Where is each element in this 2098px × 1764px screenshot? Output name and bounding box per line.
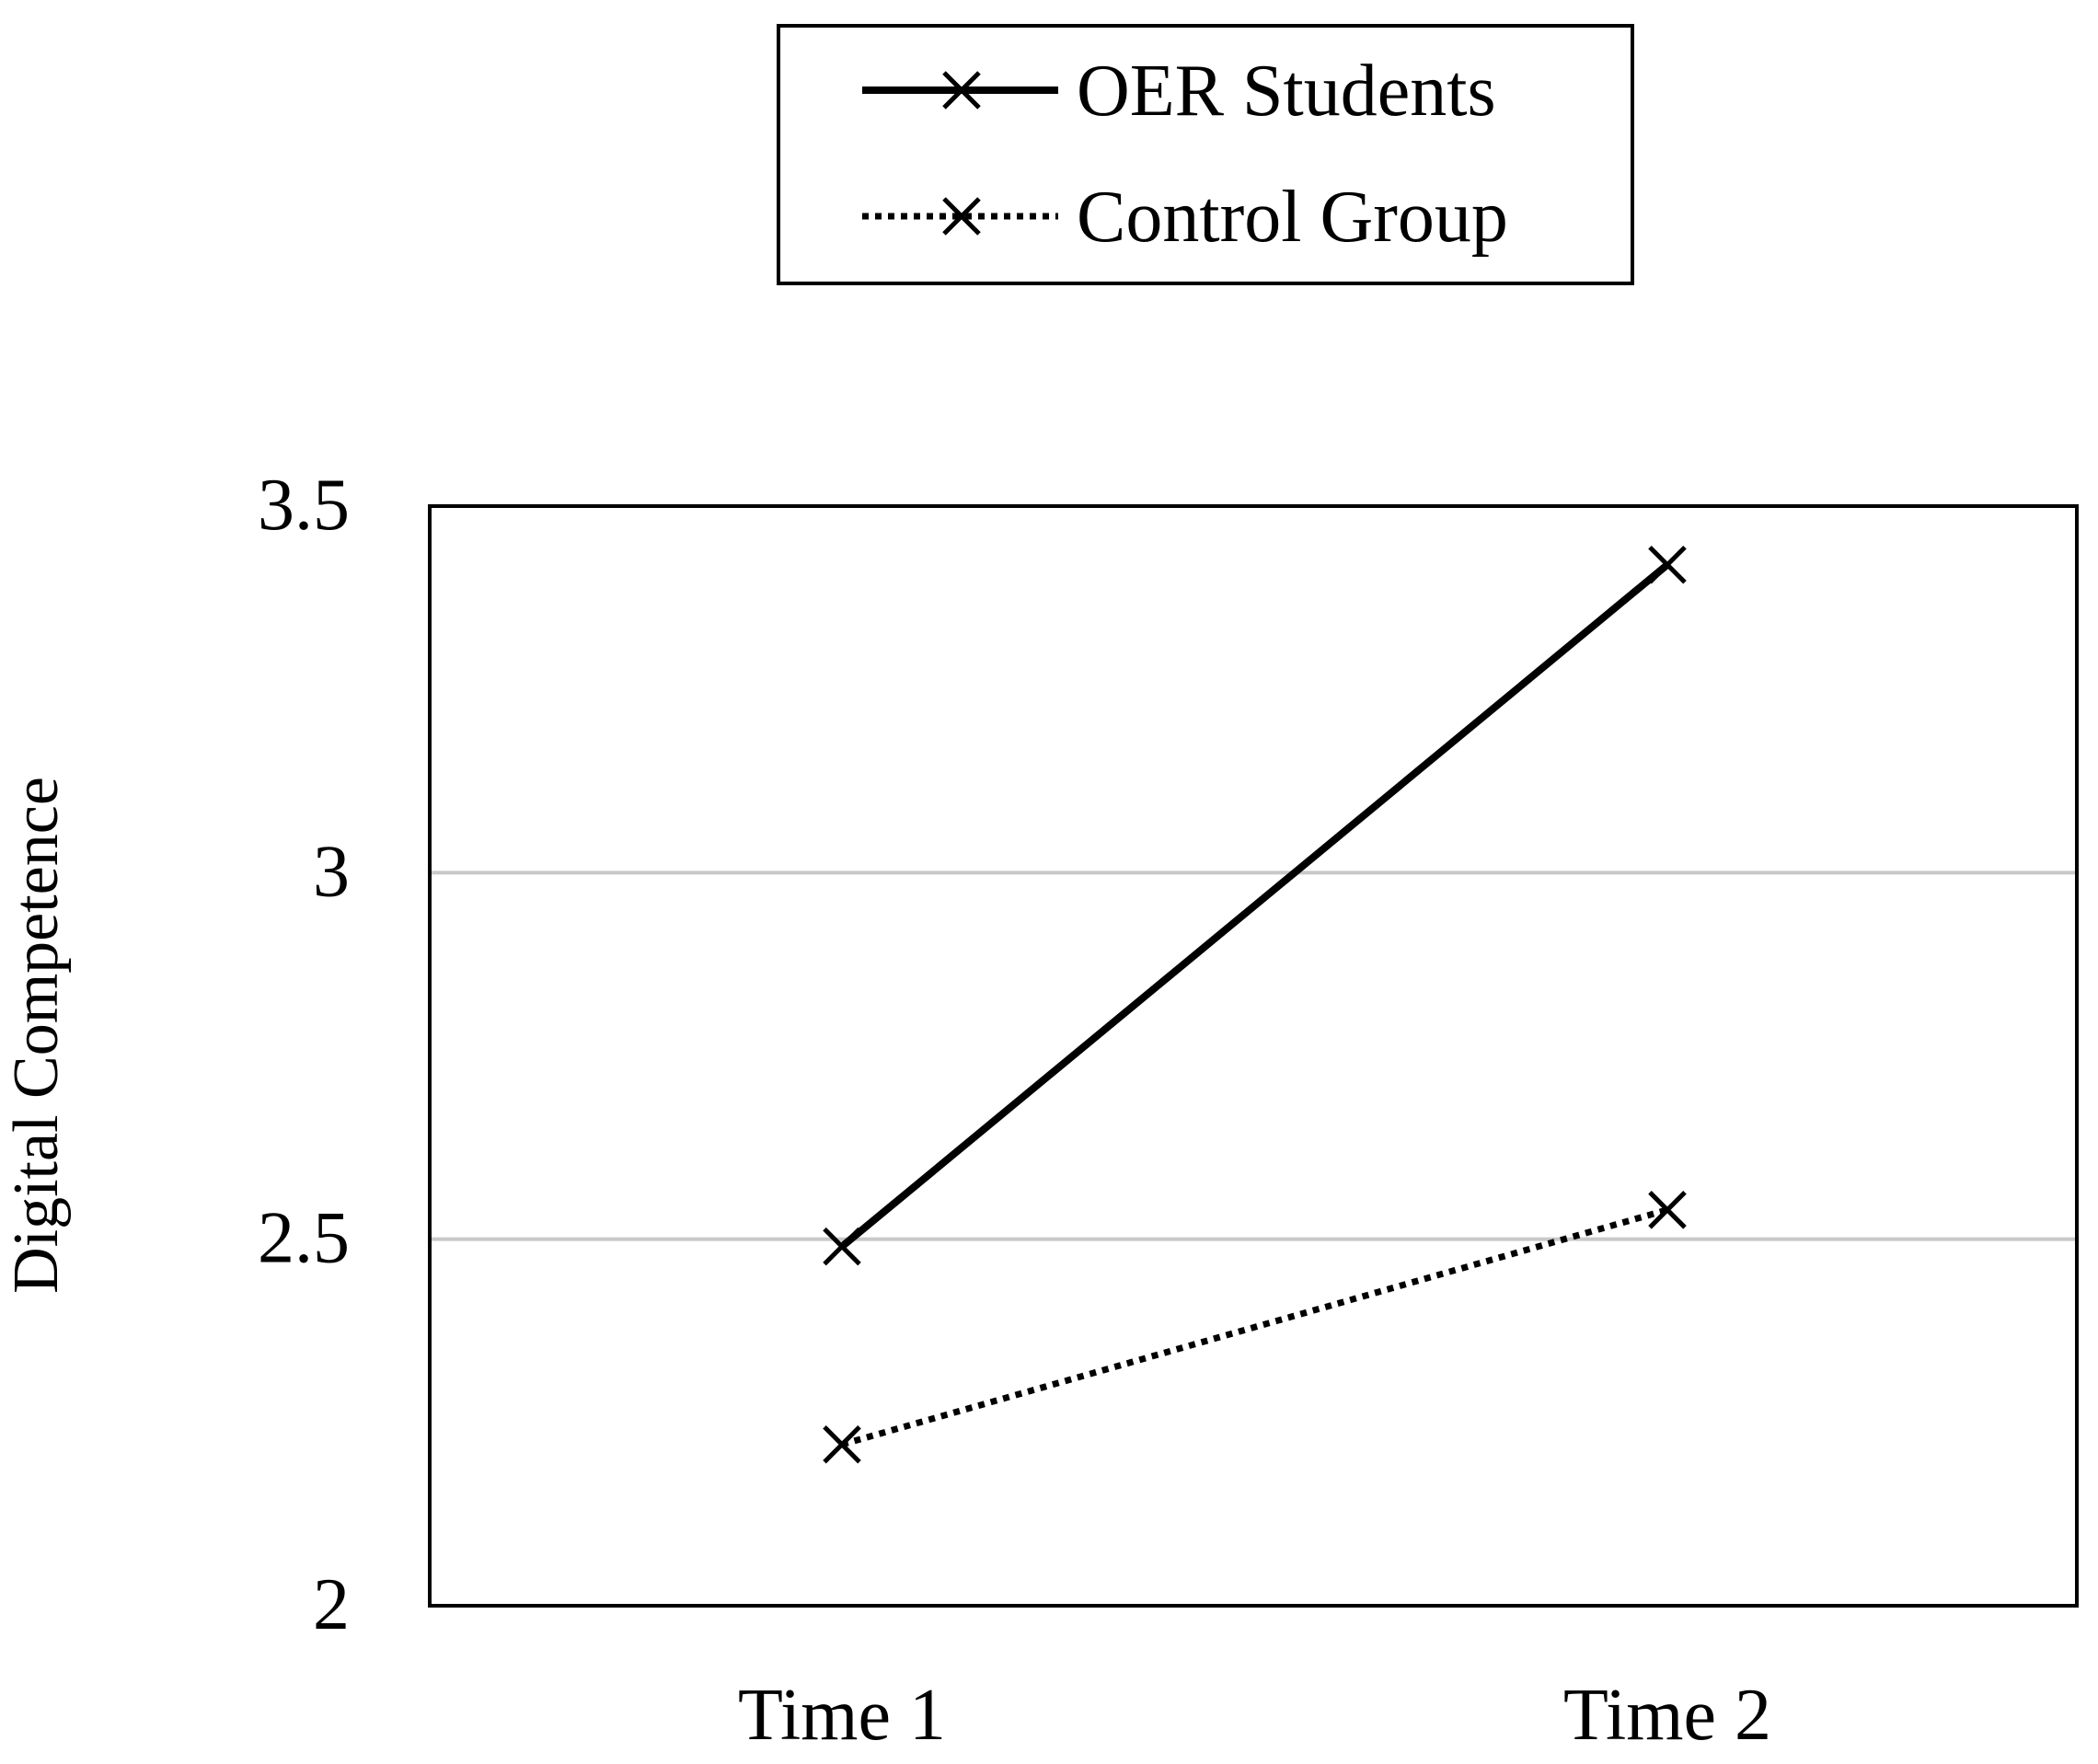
x-axis-ticks: Time 1 Time 2 (738, 1675, 1771, 1756)
legend-label-control-group: Control Group (1077, 177, 1508, 258)
y-tick-label-3-5: 3.5 (258, 465, 350, 546)
y-tick-label-2-5: 2.5 (258, 1198, 350, 1279)
data-point-oer-students-time-2 (1648, 545, 1687, 584)
x-tick-label-time-1: Time 1 (738, 1675, 946, 1756)
x-tick-label-time-2: Time 2 (1563, 1675, 1771, 1756)
legend-marker-control-group (942, 197, 981, 236)
y-tick-label-2: 2 (313, 1564, 350, 1645)
gridlines (430, 870, 2077, 1241)
series-oer-students (823, 545, 1687, 1266)
plot-area-frame (428, 504, 2079, 1608)
series-control-group (823, 1191, 1687, 1464)
data-point-oer-students-time-1 (823, 1227, 861, 1266)
legend-box (777, 24, 1634, 285)
series-line-oer-students (839, 561, 1670, 1250)
y-axis-label: Digital Competence (1, 777, 72, 1294)
legend-entry-oer-students: OER Students (862, 51, 1496, 132)
legend-marker-oer-students (942, 71, 981, 110)
series (823, 545, 1687, 1464)
series-line-control-group (841, 1206, 1668, 1448)
legend-label-oer-students: OER Students (1077, 51, 1496, 132)
y-tick-label-3: 3 (313, 831, 350, 912)
legend: OER Students Control Group (777, 24, 1634, 285)
data-point-control-group-time-2 (1648, 1191, 1687, 1229)
legend-entry-control-group: Control Group (862, 177, 1508, 258)
data-point-control-group-time-1 (823, 1424, 861, 1464)
y-axis-ticks: 2 2.5 3 3.5 (258, 465, 350, 1645)
